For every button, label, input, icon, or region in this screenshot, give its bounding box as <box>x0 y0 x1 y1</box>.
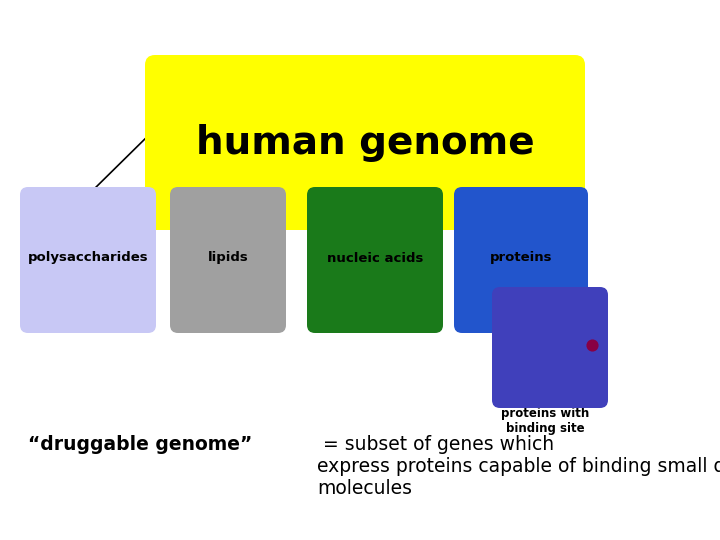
FancyBboxPatch shape <box>307 187 443 333</box>
Text: proteins: proteins <box>490 252 552 265</box>
Text: “druggable genome”: “druggable genome” <box>28 435 252 454</box>
FancyBboxPatch shape <box>492 287 608 408</box>
Text: polysaccharides: polysaccharides <box>27 252 148 265</box>
FancyBboxPatch shape <box>20 187 156 333</box>
Point <box>586 341 598 349</box>
Text: = subset of genes which
express proteins capable of binding small drug-like
mole: = subset of genes which express proteins… <box>318 435 720 498</box>
Text: proteins with
binding site: proteins with binding site <box>501 407 589 435</box>
Text: human genome: human genome <box>196 124 534 161</box>
FancyBboxPatch shape <box>170 187 286 333</box>
Text: lipids: lipids <box>207 252 248 265</box>
FancyBboxPatch shape <box>454 187 588 333</box>
FancyBboxPatch shape <box>145 55 585 230</box>
Text: nucleic acids: nucleic acids <box>327 252 423 265</box>
